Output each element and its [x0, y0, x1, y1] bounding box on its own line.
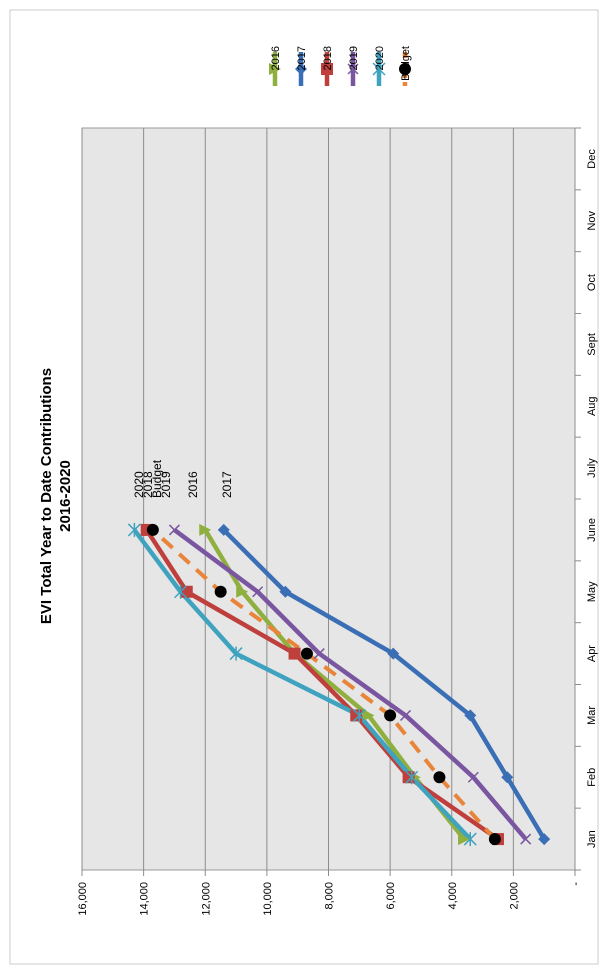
legend-label: 2020: [374, 46, 386, 70]
value-tick-label: 6,000: [385, 882, 397, 910]
data-point: [399, 63, 411, 75]
data-point: [252, 586, 264, 598]
data-point: [362, 709, 375, 722]
value-tick-label: 14,000: [139, 882, 151, 916]
data-point: [288, 647, 301, 660]
data-point: [458, 833, 471, 846]
text-layer: - 2,000 4,000 6,000 8,000 10,000 12,000 14,000 1…: [38, 149, 598, 916]
data-point: [199, 523, 212, 536]
series-line: [173, 528, 528, 841]
data-point: [295, 63, 307, 75]
data-point: [180, 585, 193, 598]
data-point: [464, 709, 477, 722]
data-point: [387, 647, 400, 660]
category-label: Dec: [586, 149, 598, 169]
category-label: Nov: [586, 210, 598, 230]
data-point: [146, 523, 159, 536]
category-label: Jan: [586, 830, 598, 848]
data-point: [402, 771, 415, 784]
data-point: [174, 584, 188, 599]
data-point: [384, 709, 397, 722]
value-tick-label: 4,000: [447, 882, 459, 910]
data-point: [405, 770, 419, 785]
data-point: [214, 585, 227, 598]
data-point: [168, 524, 180, 536]
annotation-label: Budget: [150, 459, 164, 498]
data-point: [467, 771, 479, 783]
data-point: [433, 771, 446, 784]
annotation-label: 2019: [159, 471, 173, 498]
category-label: Apr: [586, 645, 598, 662]
annotation-label: 2017: [220, 471, 234, 498]
value-tick-label: 12,000: [200, 882, 212, 916]
data-point: [352, 708, 366, 723]
data-point: [538, 833, 551, 846]
value-tick-label: 8,000: [324, 882, 336, 910]
category-label: Sept: [586, 333, 598, 356]
data-point: [127, 522, 141, 537]
value-tick-label: -: [570, 882, 582, 886]
mark-layer: [127, 522, 551, 847]
data-point: [400, 709, 412, 721]
data-point: [279, 585, 292, 598]
data-point: [236, 585, 249, 598]
legend-label: 2016: [270, 46, 282, 70]
series-line: [151, 528, 497, 841]
series-line: [132, 528, 472, 841]
legend: 2016 2017 2018 2019 2020 Budget: [269, 46, 412, 86]
category-label: May: [586, 581, 598, 602]
data-point: [321, 63, 333, 75]
annotation-label: 2020: [132, 471, 146, 498]
data-point: [269, 63, 281, 75]
chart-title: EVI Total Year to Date Contributions: [38, 368, 55, 624]
data-point: [313, 648, 325, 660]
data-point: [229, 646, 243, 661]
legend-label: 2019: [348, 46, 360, 70]
value-tick-label: 10,000: [262, 882, 274, 916]
data-point: [520, 833, 532, 845]
plot-layer: [81, 127, 581, 876]
data-point: [217, 523, 230, 536]
category-label: July: [586, 458, 598, 478]
annotation-label: 2016: [186, 471, 200, 498]
data-point: [372, 62, 386, 76]
data-point: [501, 771, 514, 784]
series-line: [222, 528, 547, 841]
data-point: [350, 709, 363, 722]
category-label: Oct: [586, 274, 598, 291]
legend-label: 2018: [322, 46, 334, 70]
category-label: Mar: [586, 706, 598, 725]
value-tick-label: 2,000: [508, 882, 520, 910]
category-label: June: [586, 518, 598, 542]
value-tick-label: 16,000: [77, 882, 89, 916]
chart-subtitle: 2016-2020: [57, 460, 74, 532]
data-point: [347, 63, 359, 75]
annotation-label: 2018: [141, 471, 155, 498]
category-label: Feb: [586, 768, 598, 787]
data-point: [463, 832, 477, 847]
data-point: [488, 833, 501, 846]
data-point: [300, 647, 313, 660]
legend-label: 2017: [296, 46, 308, 70]
legend-label: Budget: [400, 46, 412, 81]
category-label: Aug: [586, 396, 598, 416]
